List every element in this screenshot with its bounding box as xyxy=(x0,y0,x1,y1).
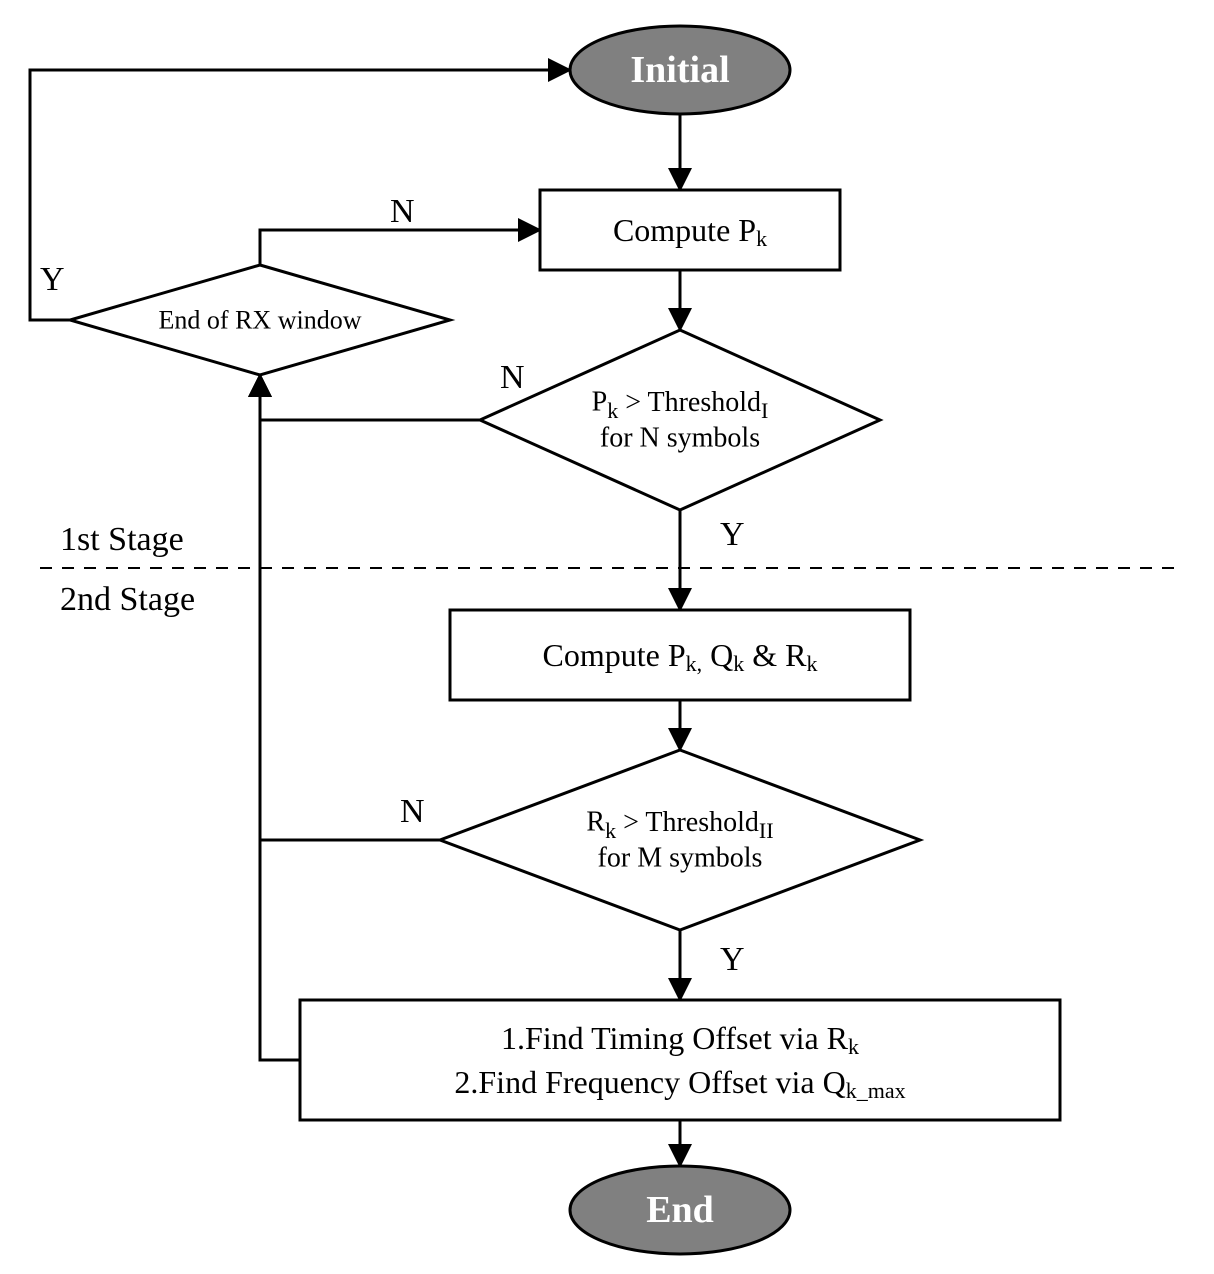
edge-label-endrx_Y: Y xyxy=(40,261,65,298)
threshold2-diamond xyxy=(440,750,920,930)
find_offsets-label-2: 2.Find Frequency Offset via Qk_max xyxy=(454,1064,905,1103)
edge-find-back xyxy=(260,375,300,1060)
find_offsets-box xyxy=(300,1000,1060,1120)
edge-thresh1-N-to-endrx xyxy=(260,375,480,420)
end-label: End xyxy=(646,1189,714,1231)
threshold1-diamond xyxy=(480,330,880,510)
flowchart-root: Initial Compute Pk Pk > ThresholdIfor N sy… xyxy=(0,0,1214,1274)
compute_pqr-label: Compute Pk, Qk & Rk xyxy=(543,637,818,676)
edge-endrx-N-to-compute xyxy=(260,230,540,265)
threshold1-label-1: Pk > ThresholdI xyxy=(592,387,769,423)
compute_pk-label: Compute Pk xyxy=(613,212,767,251)
end_rx-label-1: End of RX window xyxy=(159,306,362,335)
threshold2-label-2: for M symbols xyxy=(598,843,763,874)
edge-label-threshold1_N: N xyxy=(500,359,525,396)
edge-label-endrx_N: N xyxy=(390,193,415,230)
edge-label-threshold2_Y: Y xyxy=(720,941,745,978)
edge-label-threshold2_N: N xyxy=(400,793,425,830)
edge-thresh2-N-back xyxy=(260,375,440,840)
threshold1-label-2: for N symbols xyxy=(600,423,760,454)
stage-label-second: 2nd Stage xyxy=(60,581,195,618)
find_offsets-label-1: 1.Find Timing Offset via Rk xyxy=(501,1020,859,1059)
initial-label: Initial xyxy=(630,49,729,91)
edge-label-threshold1_Y: Y xyxy=(720,516,745,553)
stage-label-first: 1st Stage xyxy=(60,521,184,558)
